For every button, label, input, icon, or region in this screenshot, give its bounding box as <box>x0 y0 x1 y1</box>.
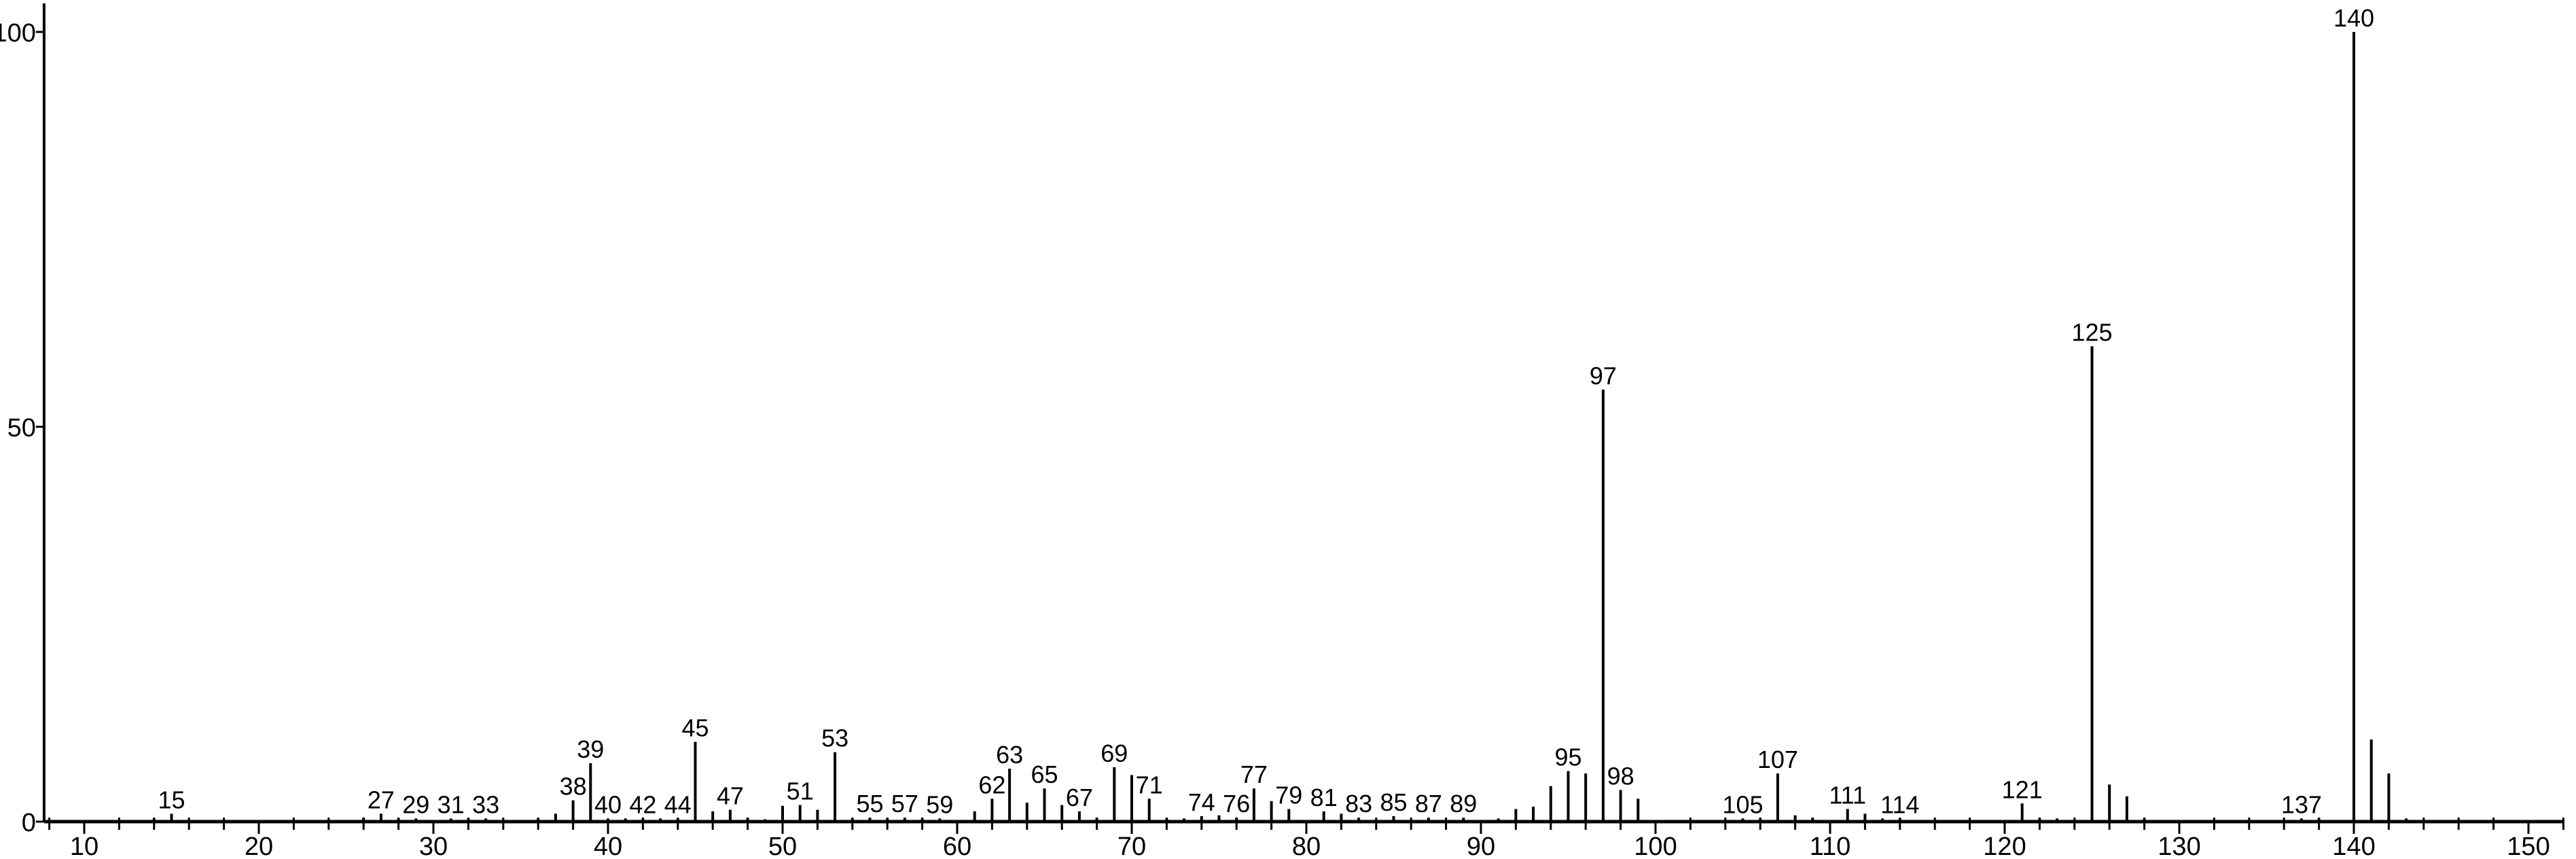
x-tick-label: 10 <box>70 832 99 859</box>
peak-label: 87 <box>1415 790 1442 818</box>
peak-label: 51 <box>787 777 814 805</box>
peak-label: 114 <box>1880 790 1919 818</box>
peak-label: 89 <box>1450 790 1477 818</box>
peak-label: 76 <box>1223 790 1250 818</box>
peak-label: 57 <box>891 790 918 818</box>
x-tick-label: 150 <box>2507 832 2550 859</box>
peak-label: 47 <box>717 782 744 810</box>
x-tick-label: 50 <box>768 832 797 859</box>
peak-label: 31 <box>437 790 465 818</box>
peak-label: 15 <box>158 786 185 813</box>
peak-label: 98 <box>1607 762 1634 790</box>
x-tick-label: 120 <box>1983 832 2026 859</box>
y-tick-label: 100 <box>0 19 36 48</box>
peak-label: 137 <box>2281 790 2322 818</box>
peak-label: 74 <box>1188 788 1215 816</box>
x-tick-label: 60 <box>943 832 971 859</box>
peak-label: 44 <box>664 790 692 818</box>
peak-label: 33 <box>472 790 499 818</box>
x-tick-label: 100 <box>1634 832 1677 859</box>
peak-label: 55 <box>856 790 883 818</box>
peak-label: 39 <box>577 735 604 763</box>
peak-label: 97 <box>1590 362 1617 389</box>
peak-label: 111 <box>1829 781 1866 809</box>
peak-label: 62 <box>978 771 1005 799</box>
peak-label: 71 <box>1136 771 1163 799</box>
peak-label: 59 <box>926 790 953 818</box>
peak-label: 45 <box>681 714 709 742</box>
peak-label: 83 <box>1345 790 1372 818</box>
peak-label: 105 <box>1722 790 1763 818</box>
peak-label: 125 <box>2071 318 2112 346</box>
peak-label: 121 <box>2002 775 2043 803</box>
y-tick-label: 0 <box>22 809 36 837</box>
x-tick-label: 90 <box>1467 832 1495 859</box>
y-tick-label: 50 <box>7 414 36 442</box>
x-tick-label: 70 <box>1117 832 1146 859</box>
peak-label: 77 <box>1240 760 1268 788</box>
peak-label: 69 <box>1101 739 1128 767</box>
peak-label: 40 <box>594 790 622 818</box>
x-tick-label: 30 <box>419 832 448 859</box>
peak-label: 29 <box>402 790 429 818</box>
x-tick-label: 110 <box>1810 832 1851 859</box>
peak-label: 42 <box>629 790 656 818</box>
x-tick-label: 20 <box>245 832 273 859</box>
x-tick-label: 80 <box>1292 832 1321 859</box>
peak-label: 27 <box>368 786 395 813</box>
peak-label: 63 <box>996 741 1023 769</box>
x-tick-label: 40 <box>594 832 622 859</box>
peak-label: 81 <box>1310 784 1338 811</box>
peak-label: 95 <box>1554 743 1581 771</box>
x-tick-label: 130 <box>2158 832 2200 859</box>
peak-label: 107 <box>1757 746 1798 773</box>
peak-label: 85 <box>1380 788 1407 816</box>
peak-label: 140 <box>2333 4 2374 32</box>
peak-label: 65 <box>1031 760 1058 788</box>
peak-label: 53 <box>821 724 848 752</box>
peak-label: 67 <box>1066 784 1093 811</box>
peak-label: 38 <box>560 773 587 801</box>
x-tick-label: 140 <box>2332 832 2375 859</box>
peak-label: 79 <box>1275 781 1302 809</box>
